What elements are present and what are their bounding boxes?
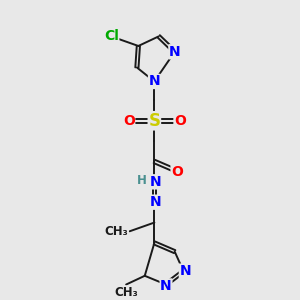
Text: O: O	[123, 114, 135, 128]
Text: N: N	[169, 45, 181, 59]
Text: N: N	[150, 175, 162, 189]
Text: CH₃: CH₃	[104, 225, 128, 238]
Text: Cl: Cl	[104, 29, 119, 43]
Text: H: H	[137, 174, 147, 187]
Text: S: S	[148, 112, 160, 130]
Text: N: N	[179, 264, 191, 278]
Text: N: N	[160, 279, 172, 293]
Text: CH₃: CH₃	[114, 286, 138, 299]
Text: N: N	[150, 195, 162, 209]
Text: O: O	[174, 114, 186, 128]
Text: N: N	[148, 74, 160, 88]
Text: O: O	[171, 165, 183, 178]
